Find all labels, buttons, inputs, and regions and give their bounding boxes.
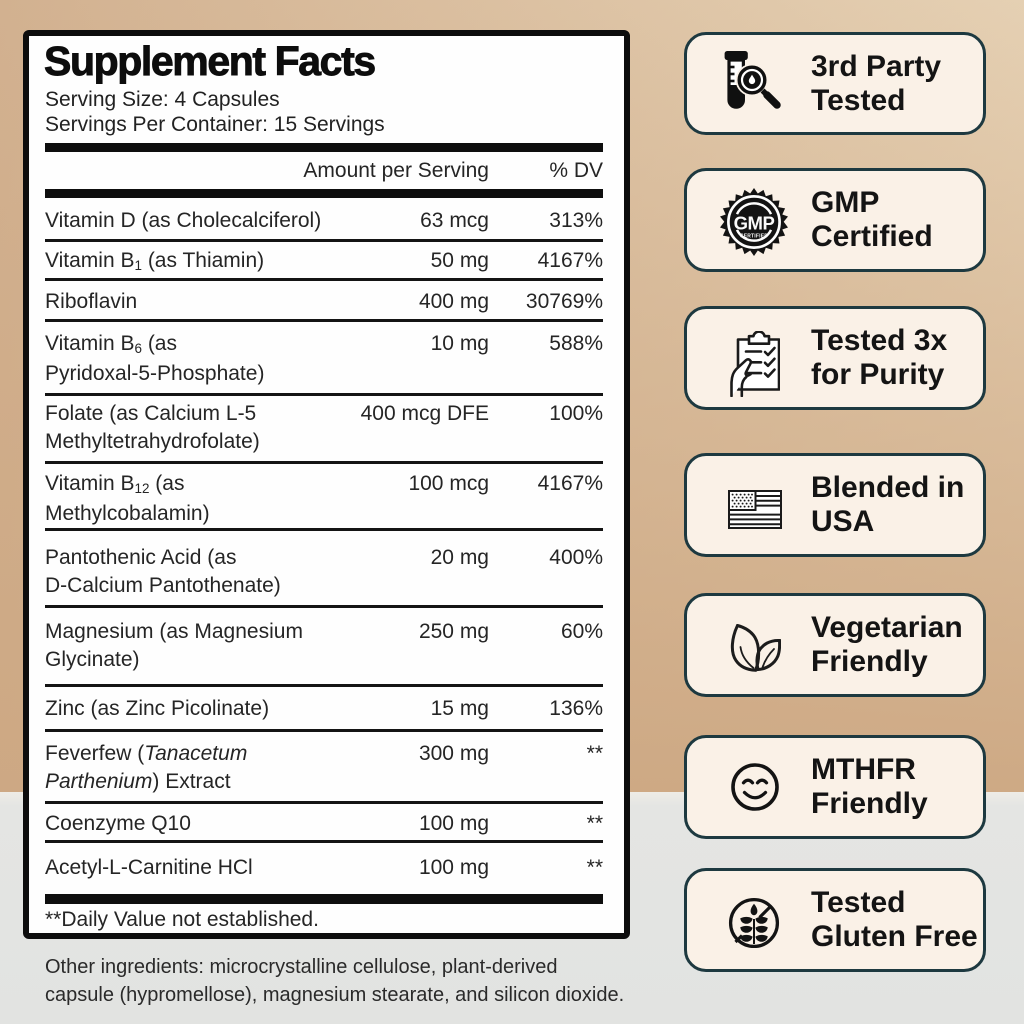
svg-text:GMP: GMP [734,213,775,234]
svg-text:CERTIFIED: CERTIFIED [740,234,768,240]
